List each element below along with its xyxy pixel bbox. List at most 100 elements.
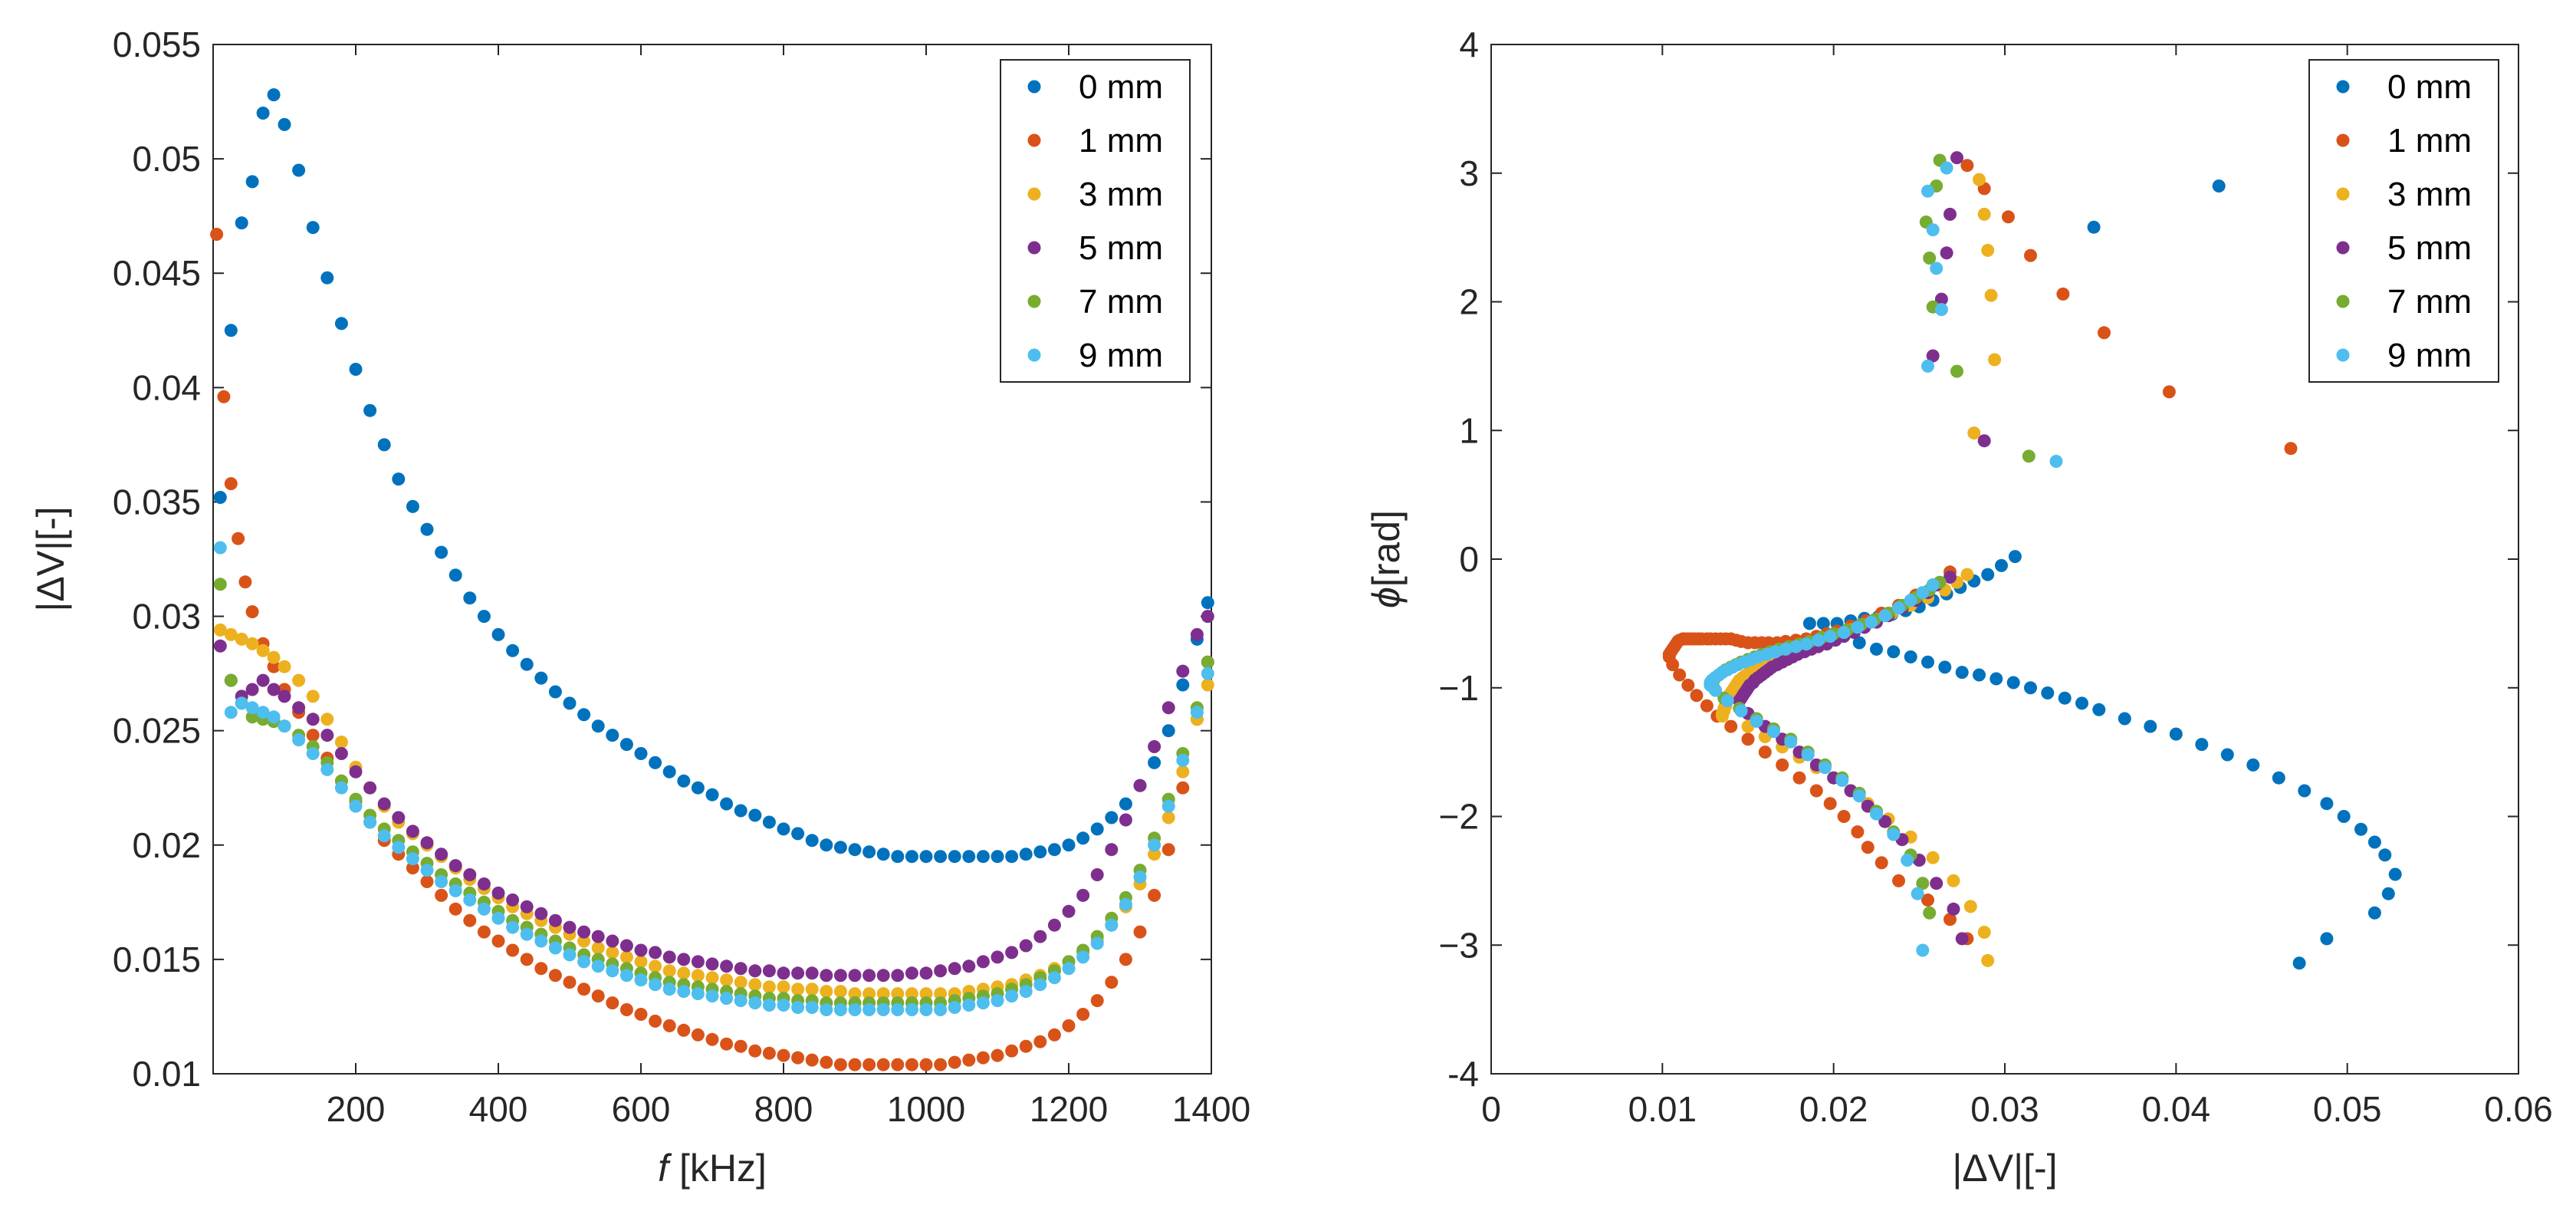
data-point xyxy=(1005,989,1019,1003)
x-tick-label: 1200 xyxy=(1030,1089,1108,1129)
data-point xyxy=(477,610,491,624)
data-point xyxy=(791,827,805,841)
data-point xyxy=(1816,617,1830,630)
data-point xyxy=(876,848,890,861)
data-point xyxy=(577,955,591,969)
data-point xyxy=(1926,349,1940,363)
data-point xyxy=(392,841,406,854)
data-point xyxy=(1921,655,1934,669)
data-point xyxy=(2098,326,2111,340)
y-tick-label: 4 xyxy=(1459,25,1479,64)
data-point xyxy=(2212,179,2226,193)
data-point xyxy=(677,966,691,980)
data-point xyxy=(934,850,948,864)
y-tick-label: 3 xyxy=(1459,153,1479,193)
data-point xyxy=(1090,994,1104,1008)
data-point xyxy=(863,1058,876,1071)
data-point xyxy=(520,657,534,671)
data-point xyxy=(876,1003,890,1016)
data-point xyxy=(2337,810,2351,823)
data-point xyxy=(1923,906,1937,920)
x-tick-label: 400 xyxy=(469,1089,528,1129)
data-point xyxy=(1033,845,1047,859)
data-point xyxy=(905,966,918,980)
data-point xyxy=(1916,943,1930,957)
data-point xyxy=(245,175,259,189)
data-point xyxy=(649,959,662,973)
data-point xyxy=(905,850,918,864)
data-point xyxy=(1776,758,1789,772)
data-point xyxy=(919,850,933,864)
data-point xyxy=(2058,691,2072,705)
data-point xyxy=(334,747,348,760)
data-point xyxy=(649,1014,662,1028)
data-point xyxy=(1047,918,1061,932)
data-point xyxy=(224,673,238,687)
data-point xyxy=(1105,843,1119,857)
data-point xyxy=(2195,738,2209,752)
data-point xyxy=(245,701,259,715)
data-point xyxy=(1105,918,1119,932)
data-point xyxy=(1934,303,1948,317)
data-point xyxy=(1995,558,2008,572)
data-point xyxy=(1176,753,1190,767)
data-point xyxy=(720,797,734,811)
y-tick-label: 1 xyxy=(1459,410,1479,450)
data-point xyxy=(1162,799,1175,813)
data-point xyxy=(2049,455,2063,468)
data-point xyxy=(1201,610,1214,624)
x-tick-label: 0.03 xyxy=(1970,1089,2039,1129)
data-point xyxy=(863,845,876,859)
data-point xyxy=(1047,843,1061,857)
data-point xyxy=(306,729,320,742)
data-point xyxy=(245,710,259,724)
data-point xyxy=(1799,637,1813,651)
data-point xyxy=(1176,781,1190,795)
data-point xyxy=(991,994,1004,1008)
data-point xyxy=(1940,161,1953,175)
data-point xyxy=(591,989,605,1003)
data-point xyxy=(934,964,948,978)
data-point xyxy=(876,969,890,982)
data-point xyxy=(238,575,252,589)
data-point xyxy=(1981,243,1995,257)
data-point xyxy=(606,729,619,742)
x-tick-label: 0.01 xyxy=(1628,1089,1697,1129)
data-point xyxy=(891,850,905,864)
data-point xyxy=(1673,668,1687,682)
data-point xyxy=(720,992,734,1006)
y-axis-variable: ϕ xyxy=(1365,587,1408,608)
data-point xyxy=(577,982,591,996)
data-point xyxy=(320,271,334,285)
legend-box xyxy=(1000,59,1191,383)
legend-entry: 7 mm xyxy=(1079,283,1163,321)
data-point xyxy=(1947,902,1960,916)
legend-entry: 9 mm xyxy=(2387,337,2472,374)
x-tick-label: 1400 xyxy=(1172,1089,1250,1129)
x-tick-label: 0.04 xyxy=(2142,1089,2211,1129)
data-point xyxy=(1809,784,1823,798)
y-tick-label: 0.01 xyxy=(132,1054,201,1094)
data-point xyxy=(762,980,776,994)
data-point xyxy=(934,1058,948,1071)
data-point xyxy=(691,1028,705,1042)
data-point xyxy=(748,808,762,822)
data-point xyxy=(292,673,306,687)
data-point xyxy=(1190,627,1204,641)
data-point xyxy=(1950,364,1963,378)
data-point xyxy=(563,920,577,934)
data-point xyxy=(506,643,520,657)
data-point xyxy=(1033,978,1047,992)
data-point xyxy=(1190,706,1204,719)
data-point xyxy=(256,107,270,120)
data-point xyxy=(820,969,833,982)
legend-entry: 7 mm xyxy=(2387,283,2472,321)
data-point xyxy=(449,902,462,916)
data-point xyxy=(577,925,591,939)
data-point xyxy=(591,959,605,973)
data-point xyxy=(235,696,248,710)
data-point xyxy=(1700,699,1714,713)
data-point xyxy=(1950,151,1963,165)
legend-marker xyxy=(1027,133,1041,147)
data-point xyxy=(734,962,748,976)
